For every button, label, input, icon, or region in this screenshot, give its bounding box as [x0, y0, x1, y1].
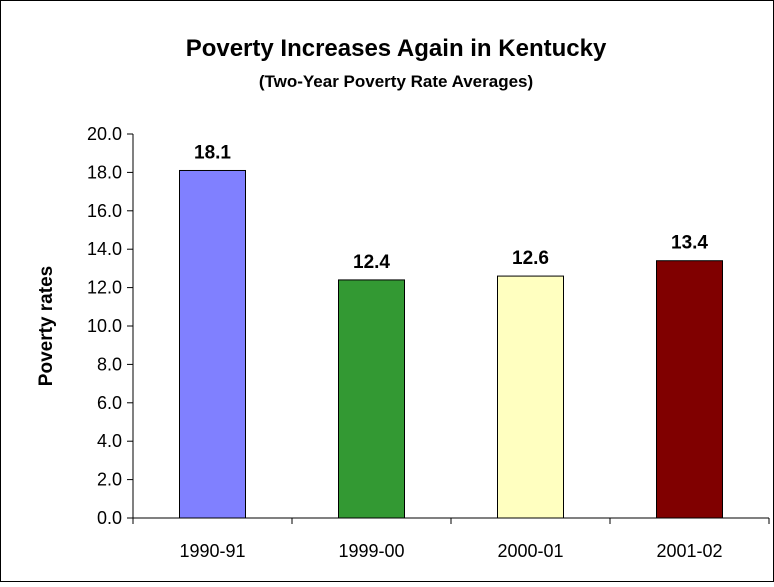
chart-title: Poverty Increases Again in Kentucky: [186, 35, 607, 62]
bars-group: [179, 169, 723, 519]
data-label: 13.4: [671, 233, 708, 254]
y-tick-label: 0.0: [97, 508, 122, 528]
y-tick-label: 6.0: [97, 393, 122, 413]
bar-2000-01: [497, 275, 564, 519]
y-axis-label: Poverty rates: [36, 266, 57, 386]
y-axis-ticks: 0.0 2.0 4.0 6.0 8.0 10.0 12.0 14.0 16.0 18.0 20.0: [87, 124, 133, 528]
bar-1990-91: [179, 169, 246, 519]
bar-2001-02: [656, 260, 723, 519]
chart-subtitle: (Two-Year Poverty Rate Averages): [259, 72, 533, 91]
x-tick-label: 1999-00: [338, 541, 404, 561]
y-tick-label: 16.0: [87, 201, 122, 221]
x-tick-label: 1990-91: [179, 541, 245, 561]
y-tick-label: 14.0: [87, 239, 122, 259]
x-axis-labels: 1990-91 1999-00 2000-01 2001-02: [179, 541, 722, 561]
x-tick-label: 2001-02: [656, 541, 722, 561]
bar-1999-00: [338, 279, 405, 519]
data-label: 12.6: [512, 248, 549, 269]
data-label: 18.1: [194, 142, 231, 163]
x-axis-ticks: [132, 518, 770, 524]
y-tick-label: 12.0: [87, 278, 122, 298]
y-tick-label: 4.0: [97, 431, 122, 451]
y-tick-label: 2.0: [97, 470, 122, 490]
data-label: 12.4: [353, 252, 390, 273]
x-tick-label: 2000-01: [497, 541, 563, 561]
y-tick-label: 8.0: [97, 354, 122, 374]
y-tick-label: 18.0: [87, 162, 122, 182]
y-tick-label: 10.0: [87, 316, 122, 336]
y-tick-label: 20.0: [87, 124, 122, 144]
data-labels-group: 18.1 12.4 12.6 13.4: [194, 142, 708, 272]
